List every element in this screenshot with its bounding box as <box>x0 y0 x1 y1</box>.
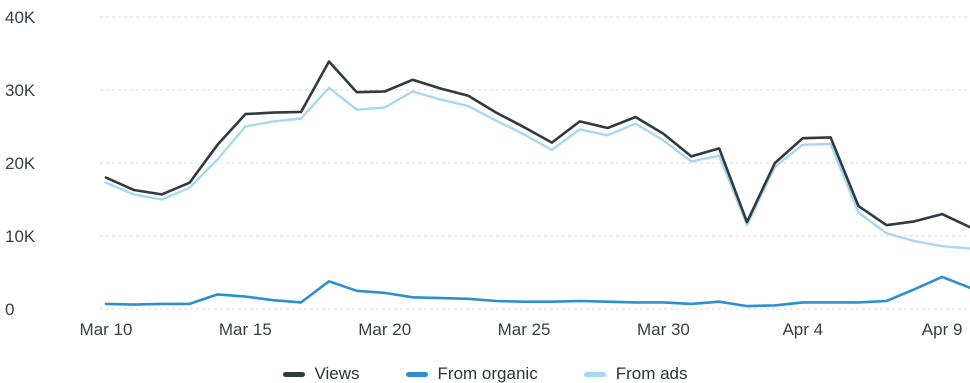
legend-swatch-from-organic <box>405 371 428 377</box>
x-tick-label: Mar 10 <box>80 320 133 339</box>
legend: Views From organic From ads <box>0 364 970 383</box>
y-tick-label: 0 <box>5 300 14 319</box>
x-tick-label: Apr 4 <box>782 320 823 339</box>
y-tick-label: 20K <box>5 154 36 173</box>
series-line-from-organic[interactable] <box>104 275 970 308</box>
legend-swatch-views <box>282 371 305 377</box>
series-line-from-ads[interactable] <box>104 86 970 250</box>
gridlines <box>100 16 970 310</box>
legend-label-views: Views <box>314 364 360 383</box>
x-tick-label: Mar 25 <box>498 320 551 339</box>
legend-label-from-organic: From organic <box>437 364 538 383</box>
legend-item-from-ads[interactable]: From ads <box>583 364 688 383</box>
series-lines <box>104 60 970 308</box>
y-axis: 0 10K 20K 30K 40K <box>5 8 36 319</box>
y-tick-label: 30K <box>5 81 36 100</box>
legend-swatch-from-ads <box>583 371 606 377</box>
x-axis: Mar 10 Mar 15 Mar 20 Mar 25 Mar 30 Apr 4 Apr 9 <box>80 320 963 339</box>
y-tick-label: 40K <box>5 8 36 27</box>
x-tick-label: Mar 30 <box>637 320 690 339</box>
legend-label-from-ads: From ads <box>615 364 688 383</box>
legend-item-from-organic[interactable]: From organic <box>405 364 538 383</box>
x-tick-label: Mar 20 <box>358 320 411 339</box>
x-tick-label: Apr 9 <box>922 320 963 339</box>
x-tick-label: Mar 15 <box>219 320 272 339</box>
y-tick-label: 10K <box>5 227 36 246</box>
series-line-views[interactable] <box>104 60 970 229</box>
legend-item-views[interactable]: Views <box>282 364 360 383</box>
